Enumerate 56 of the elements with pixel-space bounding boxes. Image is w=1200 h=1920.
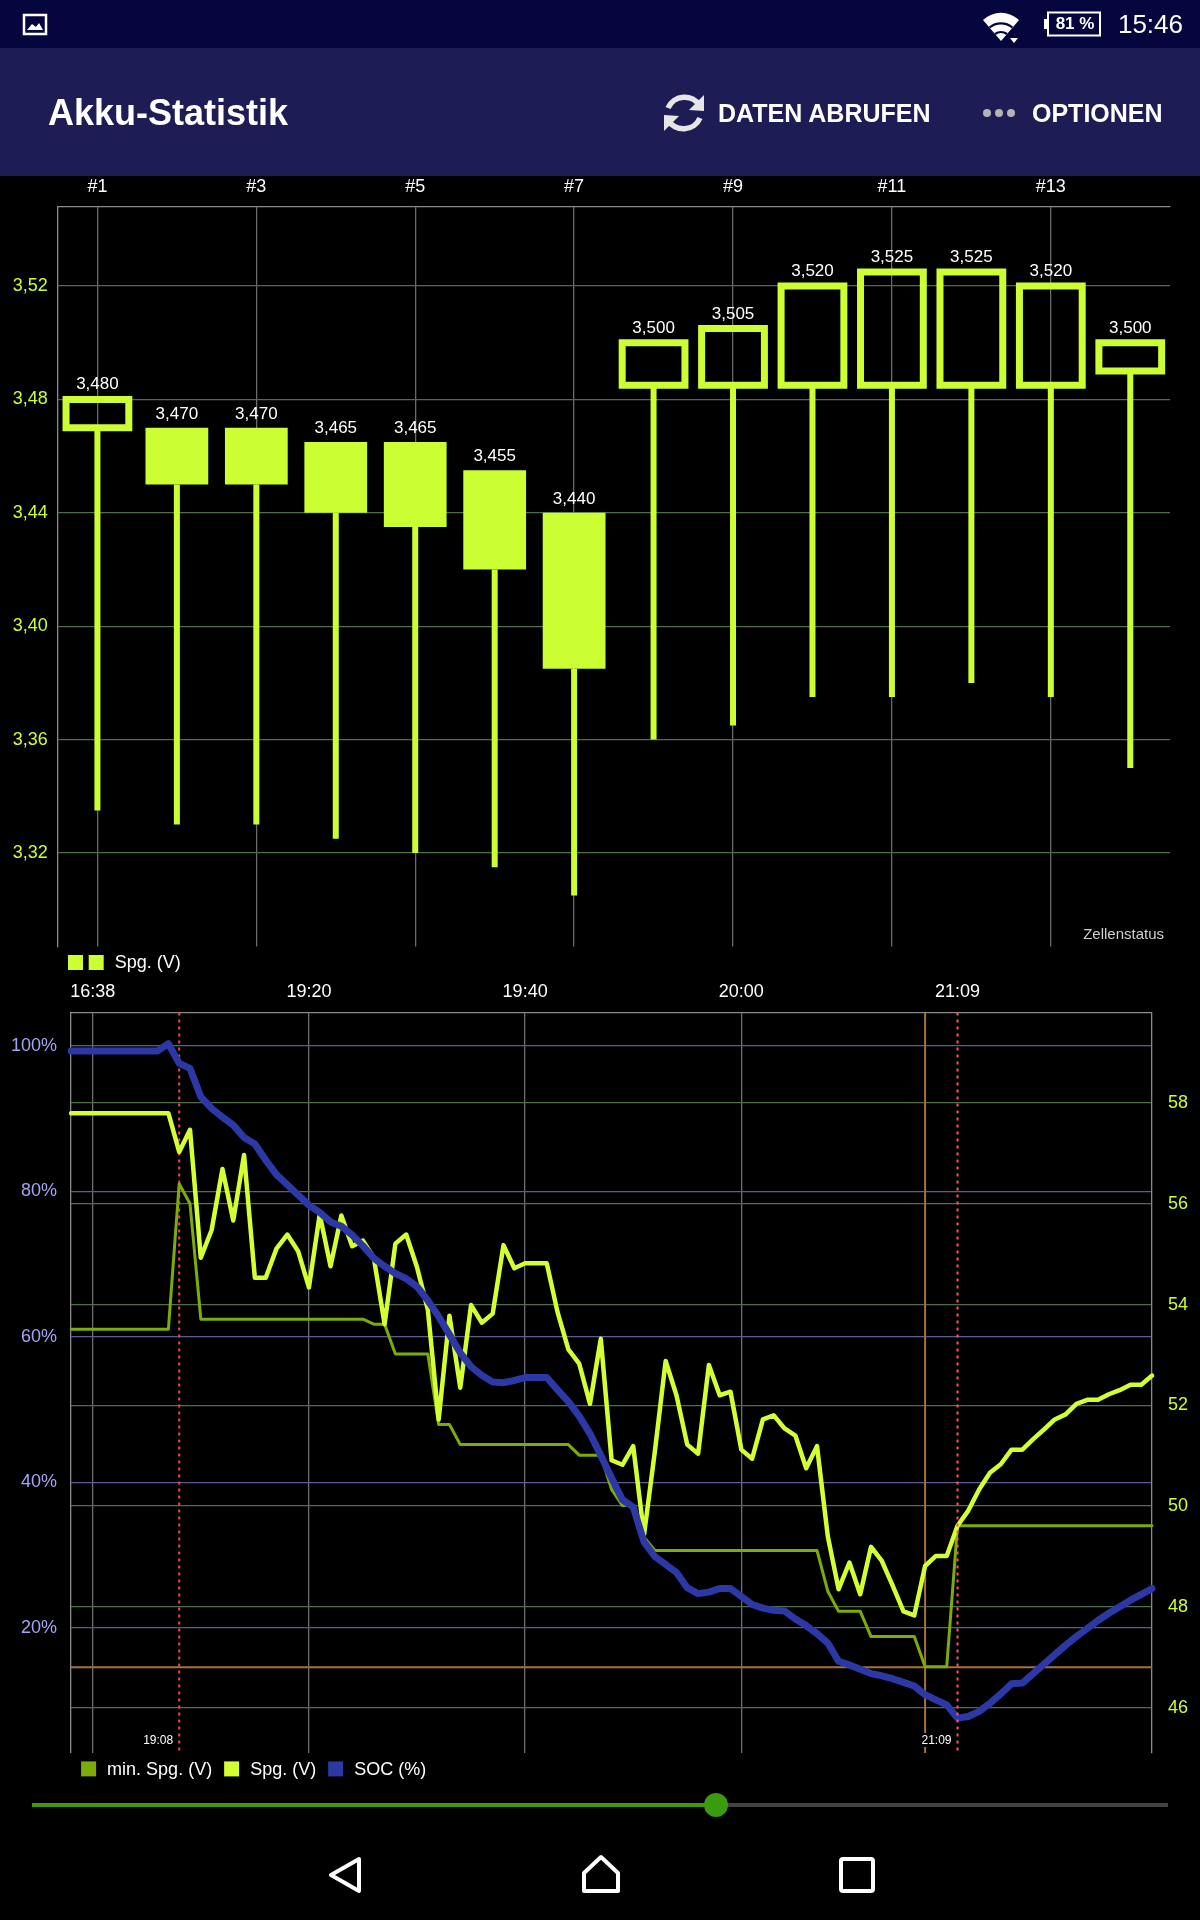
- x-tick-label: #9: [723, 175, 744, 196]
- text: Akku-Statistik: [48, 91, 289, 135]
- x-tick-label: #5: [405, 175, 426, 196]
- text: 3,440: [552, 488, 596, 508]
- text: 15:46: [1117, 9, 1183, 39]
- legend-label: Spg. (V): [114, 952, 181, 973]
- x-tick-label: #11: [877, 175, 907, 196]
- text: 81 %: [1048, 12, 1102, 36]
- text: 3,465: [314, 417, 358, 437]
- text: 3,470: [235, 403, 278, 423]
- text: 3,465: [393, 417, 437, 437]
- y-tick-label: 3,48: [12, 388, 48, 409]
- text: 3,500: [1109, 317, 1152, 337]
- text: 3,500: [632, 317, 675, 337]
- y-tick-label: 3,32: [12, 841, 48, 862]
- y-tick-label: 20%: [21, 1616, 58, 1637]
- y-tick-label: 3,44: [12, 501, 48, 522]
- y-tick-label: 3,40: [12, 615, 48, 636]
- y-tick-label: 60%: [21, 1325, 58, 1346]
- text: DATEN ABRUFEN: [718, 98, 931, 129]
- text: 3,525: [950, 246, 993, 266]
- annotation: Zellenstatus: [1083, 924, 1164, 942]
- x-tick-label: #7: [564, 175, 585, 196]
- y2-tick-label: 54: [1168, 1293, 1189, 1314]
- y-tick-label: 40%: [21, 1471, 58, 1492]
- x-tick-label: 20:00: [718, 980, 764, 1001]
- ref-line-label: 21:09: [921, 1732, 952, 1747]
- text: 3,525: [870, 246, 914, 266]
- text: 3,470: [155, 403, 199, 423]
- text: 3,520: [791, 261, 834, 281]
- y2-tick-label: 50: [1168, 1495, 1189, 1516]
- text: 3,520: [1029, 261, 1073, 281]
- y2-tick-label: 52: [1168, 1394, 1189, 1415]
- x-tick-label: #3: [246, 175, 267, 196]
- x-tick-label: #13: [1035, 175, 1066, 196]
- x-tick-label: #1: [87, 175, 108, 196]
- legend-label: min. Spg. (V): [107, 1758, 213, 1779]
- text: OPTIONEN: [1032, 98, 1163, 129]
- annotation: 19:08: [143, 1732, 174, 1747]
- y2-tick-label: 58: [1168, 1092, 1189, 1113]
- y-tick-label: 3,36: [12, 728, 48, 749]
- text: 3,505: [711, 303, 755, 323]
- y-tick-label: 100%: [11, 1034, 58, 1055]
- y2-tick-label: 56: [1168, 1192, 1189, 1213]
- x-tick-label: 16:38: [70, 980, 116, 1001]
- y2-tick-label: 48: [1168, 1595, 1189, 1616]
- y2-tick-label: 46: [1168, 1696, 1189, 1717]
- x-tick-label: 21:09: [935, 980, 981, 1001]
- legend-label: Spg. (V): [250, 1758, 317, 1779]
- legend-label: SOC (%): [354, 1758, 427, 1779]
- y-tick-label: 3,52: [12, 275, 48, 296]
- x-tick-label: 19:40: [502, 980, 548, 1001]
- text: 3,480: [76, 374, 119, 394]
- y-tick-label: 80%: [21, 1180, 58, 1201]
- text: 3,455: [473, 446, 516, 466]
- x-tick-label: 19:20: [286, 980, 332, 1001]
